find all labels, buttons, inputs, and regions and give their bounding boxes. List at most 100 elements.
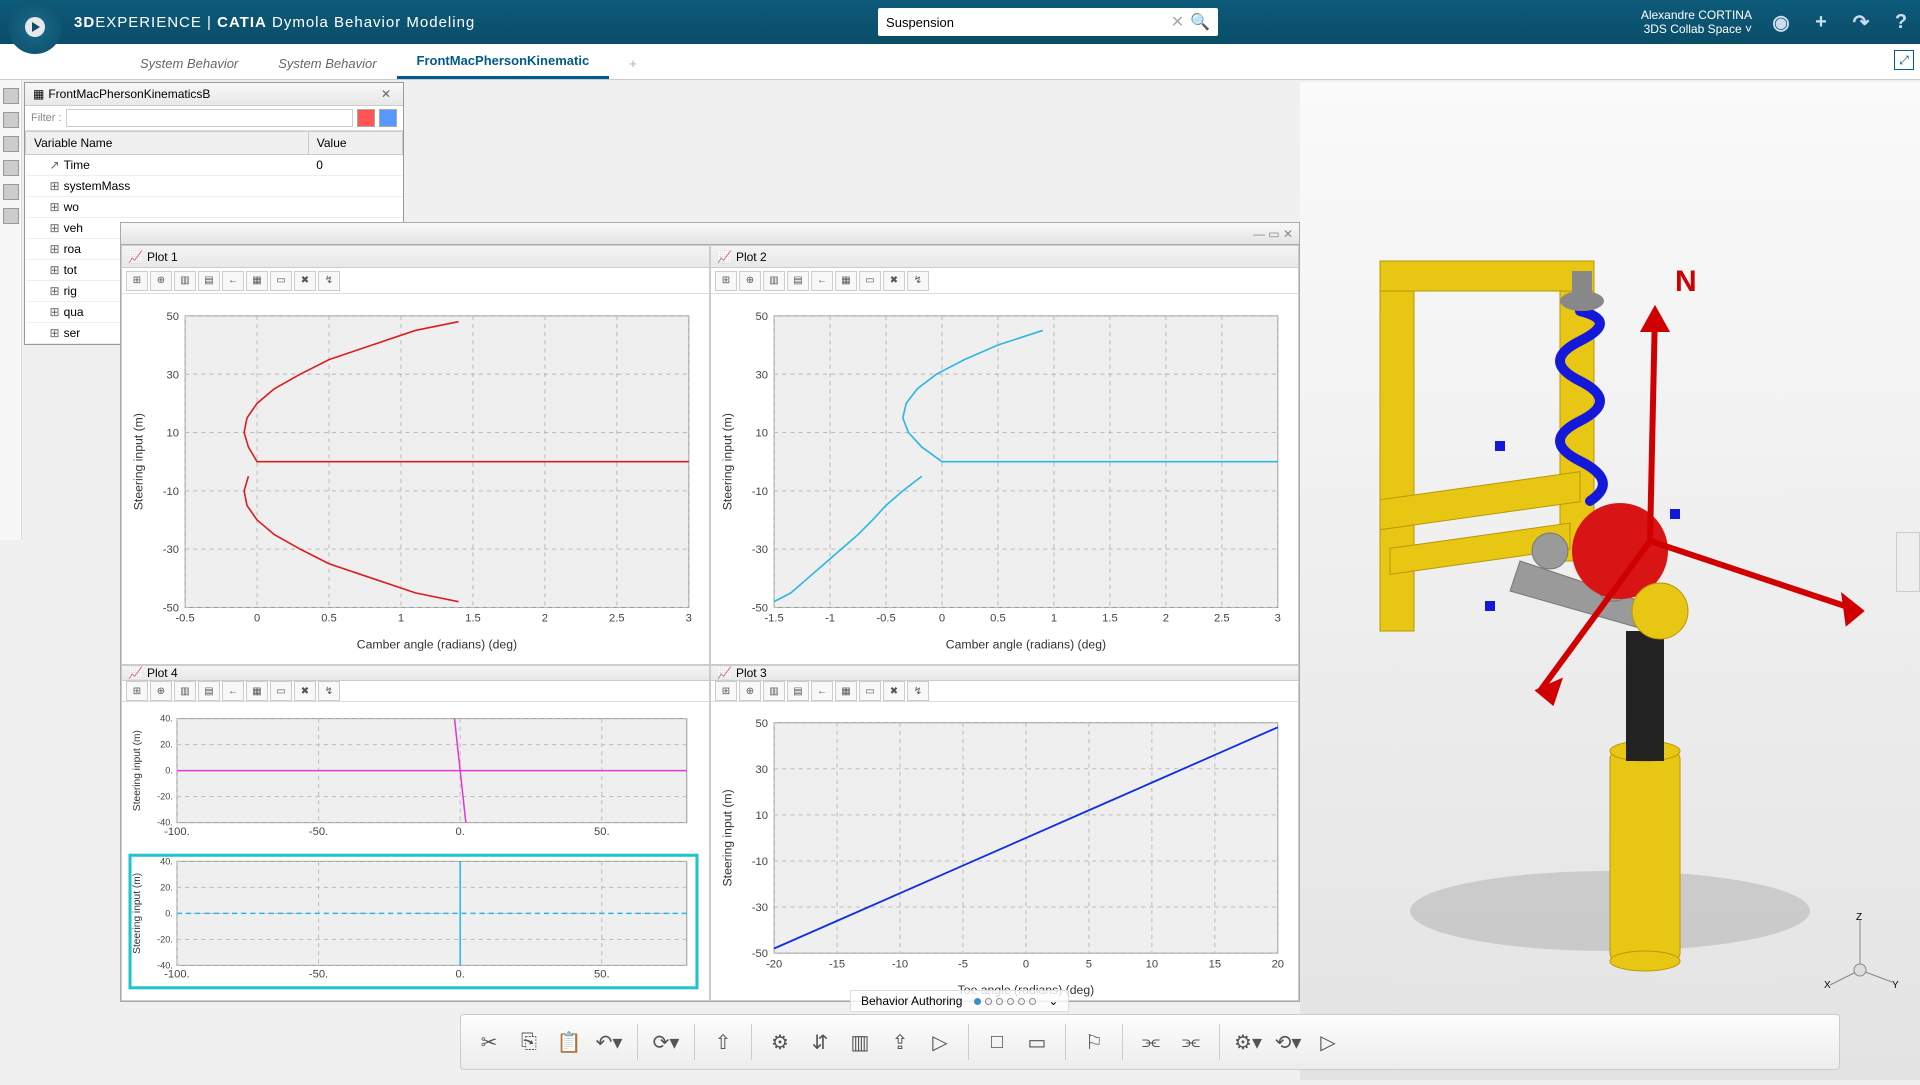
plot-tb-5[interactable]: ▦ [835,271,857,291]
plot-tb-7[interactable]: ✖ [883,681,905,701]
plot-tb-3[interactable]: ▤ [787,271,809,291]
paste-icon[interactable]: 📋 [551,1024,587,1060]
help-icon[interactable]: ? [1890,11,1912,33]
plot-tb-1[interactable]: ⊕ [739,271,761,291]
search-icon[interactable]: 🔍 [1190,12,1210,32]
plot-tb-4[interactable]: ← [811,681,833,701]
stop-icon[interactable]: □ [979,1024,1015,1060]
plot-tb-5[interactable]: ▦ [246,681,268,701]
plot-tb-2[interactable]: ▥ [763,271,785,291]
chart-area[interactable]: -0.500.511.522.53-50-30-10103050Camber a… [122,294,709,664]
plot-tb-2[interactable]: ▥ [174,271,196,291]
export-icon[interactable]: ⇧ [705,1024,741,1060]
svg-text:10: 10 [167,428,179,440]
col-value[interactable]: Value [308,132,402,155]
svg-text:Z: Z [1856,912,1862,923]
plot-tb-7[interactable]: ✖ [294,681,316,701]
lt-icon-3[interactable] [3,136,19,152]
gear-icon[interactable]: ⚙▾ [1230,1024,1266,1060]
filter-input[interactable] [66,109,353,127]
svg-text:-50.: -50. [309,826,328,838]
cut-icon[interactable]: ✂ [471,1024,507,1060]
filter-btn-1[interactable] [357,109,375,127]
refresh-icon[interactable]: ⟳▾ [648,1024,684,1060]
cycle-icon[interactable]: ⟲▾ [1270,1024,1306,1060]
plot-tb-6[interactable]: ▭ [270,271,292,291]
var-row[interactable]: ⊞systemMass [26,176,403,197]
tab-system-behavior[interactable]: System Behavior [120,48,258,79]
tab-frontmacphersonkinematic[interactable]: FrontMacPhersonKinematic [397,45,610,79]
clear-icon[interactable]: ✕ [1171,12,1184,32]
add-icon[interactable]: + [1810,11,1832,33]
plot-tb-8[interactable]: ↯ [318,271,340,291]
sim-icon-3[interactable]: ▥ [842,1024,878,1060]
plot-tb-3[interactable]: ▤ [787,681,809,701]
search-box[interactable]: ✕ 🔍 [878,8,1218,36]
axis-gizmo[interactable]: Z X Y [1820,910,1900,990]
search-input[interactable] [886,15,1171,30]
right-toolbar[interactable] [1896,532,1920,592]
plot-tb-0[interactable]: ⊞ [126,681,148,701]
var-row[interactable]: ⊞wo [26,197,403,218]
plot-tb-8[interactable]: ↯ [907,271,929,291]
plot-icon: 📈 [128,666,143,680]
lt-icon-1[interactable] [3,88,19,104]
next-icon[interactable]: ▷ [1310,1024,1346,1060]
col-varname[interactable]: Variable Name [26,132,309,155]
lt-icon-4[interactable] [3,160,19,176]
share-icon[interactable]: ↷ [1850,11,1872,33]
close-icon[interactable]: ✕ [377,87,395,101]
sim-icon-4[interactable]: ⇪ [882,1024,918,1060]
chevron-down-icon[interactable]: ⌄ [1048,994,1058,1008]
behavior-authoring-label[interactable]: Behavior Authoring ⌄ [850,990,1069,1012]
sim-icon-2[interactable]: ⇵ [802,1024,838,1060]
link-icon-1[interactable]: ⫘ [1133,1024,1169,1060]
play-icon[interactable]: ▷ [922,1024,958,1060]
plot-tb-3[interactable]: ▤ [198,681,220,701]
lt-icon-6[interactable] [3,208,19,224]
filter-btn-2[interactable] [379,109,397,127]
profile-icon[interactable]: ◉ [1770,11,1792,33]
plot-tb-1[interactable]: ⊕ [150,271,172,291]
chart-area[interactable]: -20-15-10-505101520-50-30-10103050Toe an… [711,702,1298,1009]
chart-area[interactable]: -100.-50.0.50.-40.-20.0.20.40.Steering i… [122,702,709,1009]
plot-tb-6[interactable]: ▭ [270,681,292,701]
plot-tb-6[interactable]: ▭ [859,271,881,291]
copy-icon[interactable]: ⎘ [511,1024,547,1060]
user-info[interactable]: Alexandre CORTINA 3DS Collab Space ˅ [1641,8,1752,37]
plot-tb-8[interactable]: ↯ [318,681,340,701]
layout-icon[interactable]: ▭ [1019,1024,1055,1060]
plot-tb-3[interactable]: ▤ [198,271,220,291]
expand-icon[interactable]: ⤢ [1894,50,1914,70]
chart-area[interactable]: -1.5-1-0.500.511.522.53-50-30-10103050Ca… [711,294,1298,664]
plot-tb-7[interactable]: ✖ [294,271,316,291]
title-bar: 3DEXPERIENCE | CATIA Dymola Behavior Mod… [0,0,1920,44]
tab-add[interactable]: + [609,48,657,79]
link-icon-2[interactable]: ⫘ [1173,1024,1209,1060]
lt-icon-5[interactable] [3,184,19,200]
plot-tb-1[interactable]: ⊕ [150,681,172,701]
flag-icon[interactable]: ⚐ [1076,1024,1112,1060]
plot-tb-4[interactable]: ← [811,271,833,291]
3d-viewport[interactable]: N Z X Y [1300,82,1920,1080]
plots-titlebar[interactable]: — ▭ ✕ [121,223,1299,245]
plot-tb-2[interactable]: ▥ [174,681,196,701]
plot-tb-7[interactable]: ✖ [883,271,905,291]
var-row[interactable]: ↗Time0 [26,155,403,176]
lt-icon-2[interactable] [3,112,19,128]
plot-tb-2[interactable]: ▥ [763,681,785,701]
plot-tb-6[interactable]: ▭ [859,681,881,701]
plot-tb-0[interactable]: ⊞ [715,681,737,701]
plot-tb-0[interactable]: ⊞ [715,271,737,291]
compass-icon[interactable] [8,0,62,54]
sim-icon-1[interactable]: ⚙ [762,1024,798,1060]
tab-system-behavior[interactable]: System Behavior [258,48,396,79]
undo-icon[interactable]: ↶▾ [591,1024,627,1060]
plot-tb-4[interactable]: ← [222,271,244,291]
plot-tb-5[interactable]: ▦ [246,271,268,291]
plot-tb-5[interactable]: ▦ [835,681,857,701]
plot-tb-0[interactable]: ⊞ [126,271,148,291]
plot-tb-8[interactable]: ↯ [907,681,929,701]
plot-tb-4[interactable]: ← [222,681,244,701]
plot-tb-1[interactable]: ⊕ [739,681,761,701]
